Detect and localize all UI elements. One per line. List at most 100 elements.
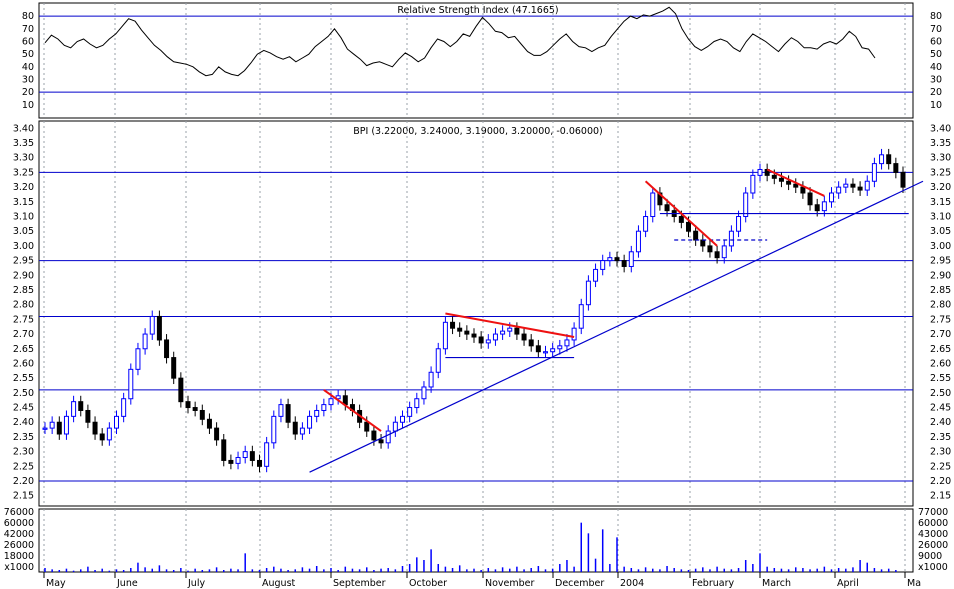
- price-tick-label-left: 3.35: [13, 138, 34, 149]
- price-bar-body: [571, 327, 577, 341]
- price-tick-label-left: 2.70: [13, 329, 34, 340]
- price-bar-body: [185, 401, 191, 409]
- price-tick-label-left: 2.35: [13, 432, 34, 443]
- price-tick-label-left: 2.20: [13, 476, 34, 487]
- price-tick-label-right: 2.40: [930, 417, 951, 428]
- price-tick-label-left: 2.50: [13, 388, 34, 399]
- x-tick-label: May: [46, 578, 66, 589]
- price-bar-body: [442, 321, 448, 350]
- price-bar-body: [564, 339, 570, 347]
- price-bar-body: [121, 398, 127, 417]
- price-tick-label-left: 2.40: [13, 417, 34, 428]
- price-bar-body: [628, 251, 634, 267]
- price-tick-label-right: 3.10: [930, 212, 951, 223]
- rsi-panel: Relative Strength Index (47.1665) 10 10 20…: [22, 2, 942, 119]
- x-tick-label: July: [187, 578, 205, 589]
- price-bar-body: [214, 427, 220, 441]
- price-bar-body: [736, 216, 742, 232]
- price-bar-body: [56, 421, 62, 435]
- price-bar-body: [199, 409, 205, 420]
- price-bar-body: [843, 183, 849, 188]
- price-bar-body: [514, 327, 520, 335]
- price-bar-body: [464, 330, 470, 335]
- price-bar-body: [221, 439, 227, 461]
- price-bar-body: [400, 415, 405, 423]
- price-bar-body: [557, 345, 563, 350]
- volume-frame: [38, 508, 914, 573]
- price-bar-body: [335, 395, 341, 400]
- price-bar-body: [128, 368, 134, 400]
- rsi-tick-label-right: 20: [930, 87, 942, 98]
- price-tick-label-left: 2.55: [13, 373, 34, 384]
- price-tick-label-left: 2.60: [13, 358, 34, 369]
- price-bar-body: [164, 339, 170, 359]
- price-bar-body: [850, 183, 856, 188]
- price-bar-body: [621, 260, 627, 267]
- price-bar-body: [414, 398, 420, 409]
- price-tick-label-left: 3.30: [13, 153, 34, 164]
- price-bar-body: [171, 357, 177, 379]
- rsi-tick-label-right: 10: [930, 100, 942, 111]
- price-bar-body: [392, 421, 398, 432]
- price-tick-label-right: 3.15: [930, 197, 951, 208]
- price-bar-body: [550, 348, 556, 353]
- support-trendline: [309, 180, 924, 473]
- price-bar-body: [114, 415, 119, 429]
- volume-tick-label-right: 77000: [918, 507, 948, 518]
- rsi-line: [44, 6, 876, 77]
- x-tick-label: June: [116, 578, 138, 589]
- price-bar-body: [507, 327, 513, 332]
- price-bar-body: [728, 230, 734, 247]
- price-tick-label-right: 2.30: [930, 447, 951, 458]
- price-tick-label-left: 2.30: [13, 447, 34, 458]
- price-tick-label-right: 3.35: [930, 138, 951, 149]
- price-bar-body: [457, 327, 463, 332]
- price-bar-body: [614, 257, 620, 262]
- resistance-trendline: [445, 312, 575, 338]
- price-bar-body: [743, 192, 749, 218]
- price-bar-body: [528, 339, 534, 347]
- price-bar-body: [156, 315, 162, 341]
- price-bar-body: [42, 427, 48, 430]
- price-bar-body: [328, 398, 334, 406]
- price-bar-body: [257, 459, 262, 467]
- price-bar-body: [807, 192, 813, 206]
- price-tick-label-right: 3.30: [930, 153, 951, 164]
- price-bar-body: [49, 421, 55, 429]
- price-bar-body: [879, 154, 885, 165]
- price-tick-label-left: 2.90: [13, 270, 34, 281]
- price-bar-body: [778, 177, 784, 182]
- price-bar-body: [192, 407, 198, 411]
- x-tick-label: October: [409, 578, 447, 589]
- price-bar-body: [864, 180, 870, 191]
- price-bar-body: [106, 427, 112, 441]
- price-tick-label-left: 3.25: [13, 167, 34, 178]
- price-bar-body: [492, 333, 498, 341]
- rsi-title: Relative Strength Index (47.1665): [397, 5, 558, 16]
- rsi-tick-label-left: 60: [22, 36, 34, 47]
- volume-tick-label-left: 26000: [4, 540, 34, 551]
- price-bar-body: [271, 415, 277, 444]
- price-bar-body: [786, 180, 792, 185]
- price-bar-body: [299, 427, 305, 435]
- price-tick-label-left: 2.15: [13, 491, 34, 502]
- price-bar-body: [643, 216, 649, 232]
- price-tick-label-right: 2.20: [930, 476, 951, 487]
- x-tick-label: March: [762, 578, 791, 589]
- price-bar-body: [707, 245, 713, 253]
- price-bar-body: [149, 315, 155, 335]
- price-bar-body: [714, 251, 720, 259]
- price-bar-body: [178, 377, 184, 403]
- price-bar-body: [836, 186, 842, 194]
- price-title: BPI (3.22000, 3.24000, 3.19000, 3.20000,…: [353, 126, 603, 137]
- volume-panel: x10001800026000420006000076000x100090002…: [4, 507, 948, 573]
- price-bar-body: [249, 451, 255, 461]
- price-bar-body: [757, 168, 763, 176]
- price-bar-body: [471, 333, 477, 338]
- price-bar-body: [650, 192, 656, 218]
- price-tick-label-right: 2.55: [930, 373, 951, 384]
- price-bar-body: [686, 221, 691, 232]
- price-bar-body: [635, 230, 641, 253]
- x-tick-label: Ma: [907, 578, 921, 589]
